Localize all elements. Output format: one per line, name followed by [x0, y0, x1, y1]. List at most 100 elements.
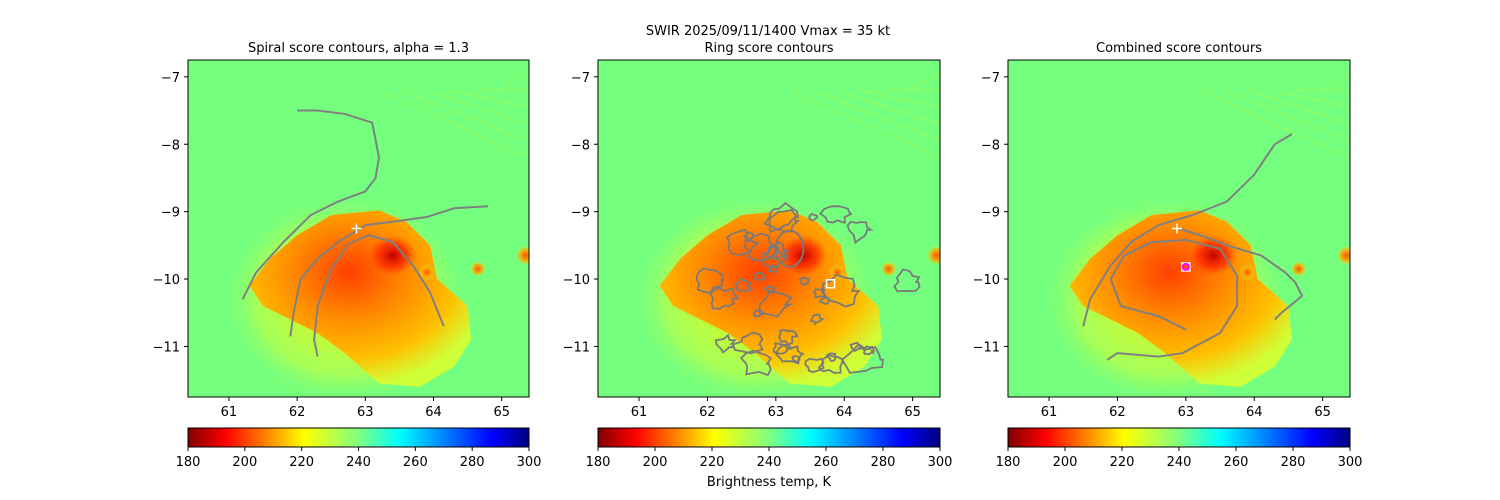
heatmap-image	[1008, 60, 1350, 397]
colorbar-tick-label: 280	[1281, 455, 1306, 470]
axes-frame	[1007, 59, 1351, 398]
y-tick-label: −11	[563, 340, 590, 355]
colorbar-gradient	[1007, 427, 1351, 448]
y-tick-label: −8	[981, 138, 1000, 153]
colorbar-tick-label: 180	[586, 455, 611, 470]
colorbar-tick-label: 300	[1338, 455, 1363, 470]
score-contour	[752, 309, 765, 318]
x-tick-label: 64	[425, 405, 442, 420]
x-tick-label: 65	[904, 405, 921, 420]
score-contour	[809, 313, 825, 326]
cloud-cell	[1336, 245, 1350, 266]
panel-title: Ring score contours	[704, 41, 833, 56]
cloud-streak	[402, 88, 529, 143]
colorbar-tick-label: 240	[757, 455, 782, 470]
cloud-streak	[378, 88, 529, 160]
panel-2: 61 62 63 64 65 −7 −8 −9 −10 −11 Ring score contour…	[563, 41, 953, 490]
cloud-streak	[1318, 72, 1350, 92]
score-contour	[726, 228, 761, 256]
colorbar-tick-label: 280	[460, 455, 485, 470]
score-contour	[764, 241, 791, 261]
y-tick-label: −10	[563, 273, 590, 288]
x-tick-label: 63	[768, 405, 785, 420]
score-contour	[775, 343, 805, 365]
score-contour	[715, 333, 737, 354]
colorbar-tick-label: 300	[517, 455, 542, 470]
score-contour	[777, 329, 799, 346]
cloud-streak	[1198, 88, 1350, 160]
score-contour	[846, 220, 874, 245]
colorbar-tick-label: 260	[403, 455, 428, 470]
heatmap-image	[598, 60, 940, 397]
score-contour	[841, 342, 884, 374]
x-tick-label: 62	[289, 405, 306, 420]
cloud-core	[368, 235, 417, 276]
cloud-cell	[1239, 264, 1256, 281]
x-tick-label: 64	[836, 405, 853, 420]
y-tick-label: −9	[981, 206, 1000, 221]
x-tick-label: 62	[699, 405, 716, 420]
y-tick-label: −9	[161, 206, 180, 221]
score-contour	[709, 286, 740, 310]
x-tick-label: 61	[221, 405, 238, 420]
heatmap-image	[188, 60, 529, 397]
score-contour	[763, 201, 799, 232]
score-contour	[817, 353, 845, 374]
score-contour	[758, 289, 794, 318]
cloud-cell	[469, 260, 487, 278]
score-contour	[798, 276, 811, 287]
cloud-cell	[1290, 260, 1307, 278]
score-contour	[1178, 227, 1304, 321]
colorbar-tick-label: 180	[996, 455, 1021, 470]
colorbar-gradient	[187, 427, 530, 448]
colorbar-gradient	[597, 427, 941, 448]
score-contour	[1106, 238, 1239, 361]
score-max-marker	[825, 279, 836, 289]
score-contour	[818, 205, 853, 225]
colorbar: 180 200 220 240 260 280 300 Brightness temp, K	[586, 427, 952, 490]
cloud-streak	[861, 88, 940, 109]
score-contour	[289, 205, 489, 337]
colorbar-tick-label: 200	[232, 455, 257, 470]
y-tick-label: −7	[161, 71, 180, 86]
cloud-streak	[426, 88, 529, 126]
score-contour	[241, 109, 380, 300]
y-tick-label: −8	[161, 138, 180, 153]
score-contour	[743, 232, 779, 262]
score-contour	[821, 273, 861, 308]
colorbar-label: Brightness temp, K	[707, 475, 832, 490]
panel-title: Spiral score contours, alpha = 1.3	[248, 41, 469, 56]
x-tick-label: 63	[357, 405, 374, 420]
colorbar-tick-label: 180	[176, 455, 201, 470]
y-tick-label: −11	[153, 340, 180, 355]
y-tick-label: −11	[973, 340, 1000, 355]
cloud-core	[1189, 235, 1238, 276]
combined-max-marker	[1181, 262, 1190, 271]
cloud-streak	[450, 88, 529, 109]
cloud-streak	[497, 72, 529, 92]
x-tick-label: 62	[1109, 405, 1126, 420]
colorbar-tick-label: 220	[289, 455, 314, 470]
colorbar: 180 200 220 240 260 280 300	[996, 427, 1363, 470]
score-contour	[808, 212, 819, 222]
y-tick-label: −7	[571, 71, 590, 86]
cloud-cell	[926, 245, 940, 266]
score-contour	[313, 234, 445, 357]
colorbar-tick-label: 220	[700, 455, 725, 470]
score-contour	[763, 285, 776, 294]
score-contour	[774, 229, 805, 268]
cloud-streak	[1222, 88, 1350, 143]
score-contour	[760, 245, 789, 269]
y-tick-label: −10	[153, 273, 180, 288]
cloud-cell	[515, 245, 529, 266]
colorbar-tick-label: 240	[1167, 455, 1192, 470]
y-tick-label: −10	[973, 273, 1000, 288]
colorbar-tick-label: 260	[814, 455, 839, 470]
score-contour	[849, 341, 864, 353]
cloud-streak	[908, 72, 940, 92]
colorbar-tick-label: 260	[1224, 455, 1249, 470]
y-tick-label: −7	[981, 71, 1000, 86]
colorbar-tick-label: 200	[1053, 455, 1078, 470]
colorbar-tick-label: 280	[871, 455, 896, 470]
